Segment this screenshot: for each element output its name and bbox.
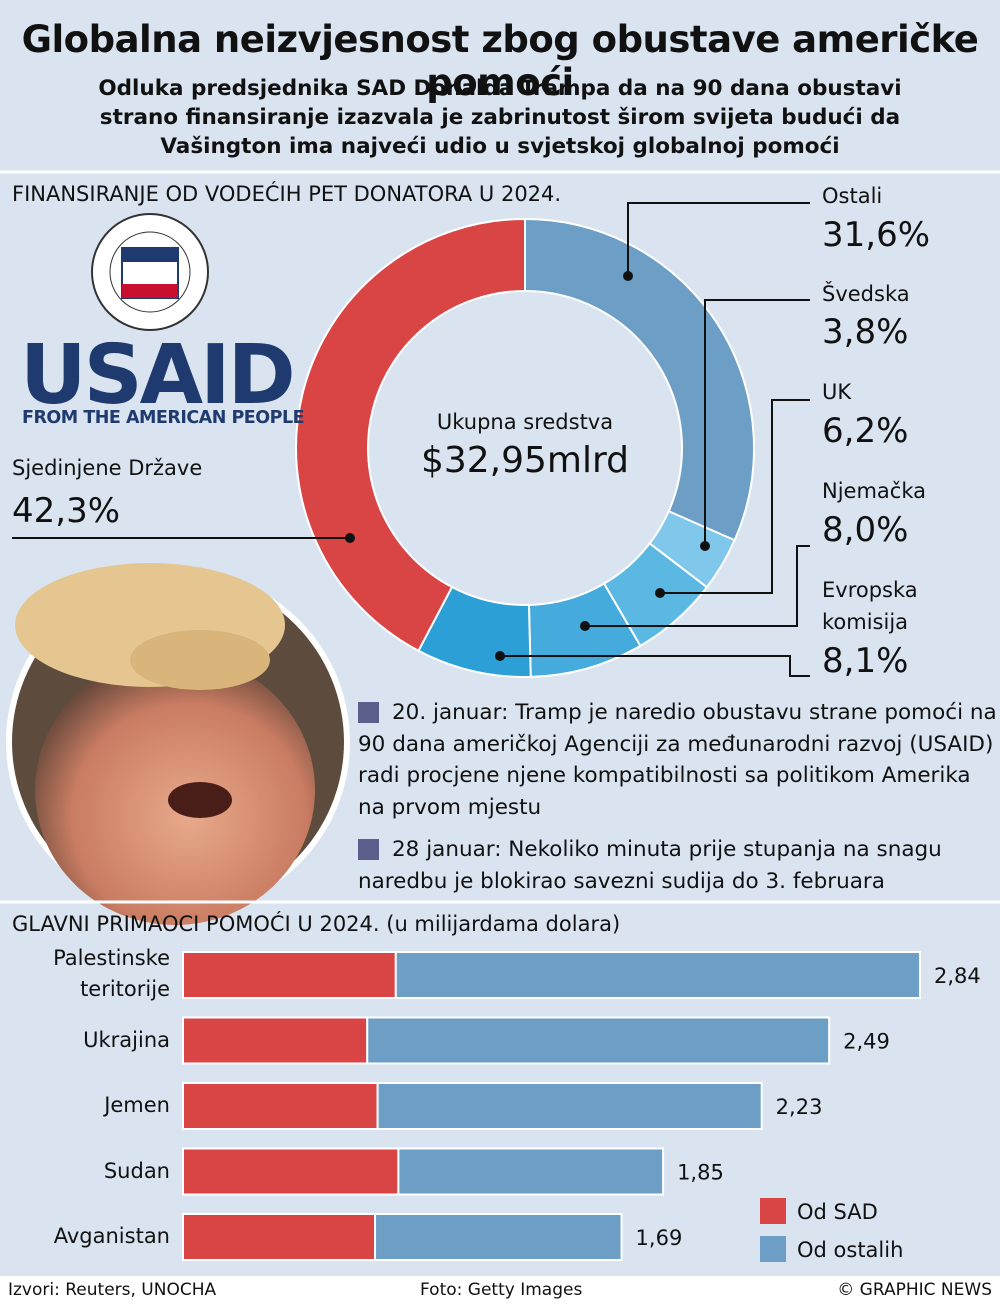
segment-value: 31,6%	[822, 215, 931, 255]
bar-segment	[182, 1213, 377, 1261]
center-value: $32,95mlrd	[420, 440, 630, 481]
total-label: 1,69	[636, 1226, 683, 1250]
photo	[6, 563, 350, 925]
category-label: Palestinske teritorije	[53, 946, 170, 1001]
total-label: 1,85	[677, 1161, 724, 1185]
category-label: Sudan	[103, 1158, 170, 1183]
leader-line	[585, 545, 810, 627]
bar-segment	[397, 1147, 665, 1196]
notes: 20. januar: Tramp je naredio obustavu st…	[358, 697, 998, 897]
category-label: Avganistan	[53, 1224, 170, 1248]
credit: © GRAPHIC NEWS	[837, 1280, 992, 1300]
logo-name: USAID	[20, 328, 296, 423]
total-label: 2,49	[843, 1030, 890, 1054]
segment-value: 6,2%	[822, 411, 909, 451]
segment-value: 3,8%	[822, 312, 909, 352]
center-label: Ukupna sredstva	[436, 410, 614, 434]
legend-swatch	[760, 1198, 786, 1224]
category-label: Ukrajina	[83, 1027, 170, 1052]
leader-line	[500, 655, 810, 677]
logo-tagline: FROM THE AMERICAN PEOPLE	[22, 408, 305, 428]
leader-dot	[623, 271, 633, 281]
segment-label: Sjedinjene Države	[12, 456, 203, 480]
donut-segment	[524, 217, 755, 542]
leader-line	[660, 399, 810, 594]
category-label: Jemen	[104, 1093, 170, 1117]
bar-segment	[182, 1147, 400, 1196]
legend-label: Od ostalih	[797, 1238, 903, 1262]
bar-segment	[376, 1082, 763, 1130]
bar-segment	[374, 1213, 623, 1261]
segment-label: Švedska	[822, 282, 910, 306]
segment-label: Njemačka	[822, 479, 926, 503]
donut-segment	[295, 217, 526, 653]
leader-dot	[345, 533, 355, 543]
note: 28 januar: Nekoliko minuta prije stupanj…	[358, 837, 942, 894]
leader-line	[627, 202, 810, 276]
sources: Izvori: Reuters, UNOCHA	[8, 1280, 217, 1300]
bar-segment	[394, 951, 921, 999]
bar-segment	[366, 1016, 831, 1065]
title: Globalna neizvjesnost zbog obustave amer…	[21, 18, 979, 104]
leader-dot	[655, 588, 665, 598]
subtitle: Odluka predsjednika SAD Donalda Trampa d…	[98, 76, 902, 159]
bar-segment	[182, 1082, 379, 1130]
donut-title: FINANSIRANJE OD VODEĆIH PET DONATORA U 2…	[12, 182, 562, 206]
segment-value: 8,1%	[822, 641, 909, 681]
leader-dot	[700, 541, 710, 551]
legend-swatch	[760, 1236, 786, 1262]
segment-label: Evropska komisija	[822, 578, 918, 634]
leader-line	[704, 299, 810, 546]
segment-value: 8,0%	[822, 510, 909, 550]
bar-segment	[182, 1016, 369, 1065]
usaid-seal	[91, 213, 209, 331]
photo-credit: Foto: Getty Images	[420, 1280, 583, 1300]
footer-bg	[0, 1276, 1000, 1309]
note: 20. januar: Tramp je naredio obustavu st…	[358, 700, 997, 820]
segment-label: Ostali	[822, 184, 883, 208]
legend-label: Od SAD	[797, 1200, 878, 1224]
total-label: 2,84	[934, 964, 981, 988]
total-label: 2,23	[776, 1095, 823, 1119]
segment-value: 42,3%	[12, 491, 121, 531]
bar-segment	[182, 951, 397, 999]
note-bullet	[358, 839, 379, 860]
leader-dot	[495, 651, 505, 661]
bar-title: GLAVNI PRIMAOCI POMOĆI U 2024. (u milija…	[12, 912, 621, 936]
segment-label: UK	[822, 380, 852, 404]
note-bullet	[358, 702, 379, 723]
leader-dot	[580, 621, 590, 631]
